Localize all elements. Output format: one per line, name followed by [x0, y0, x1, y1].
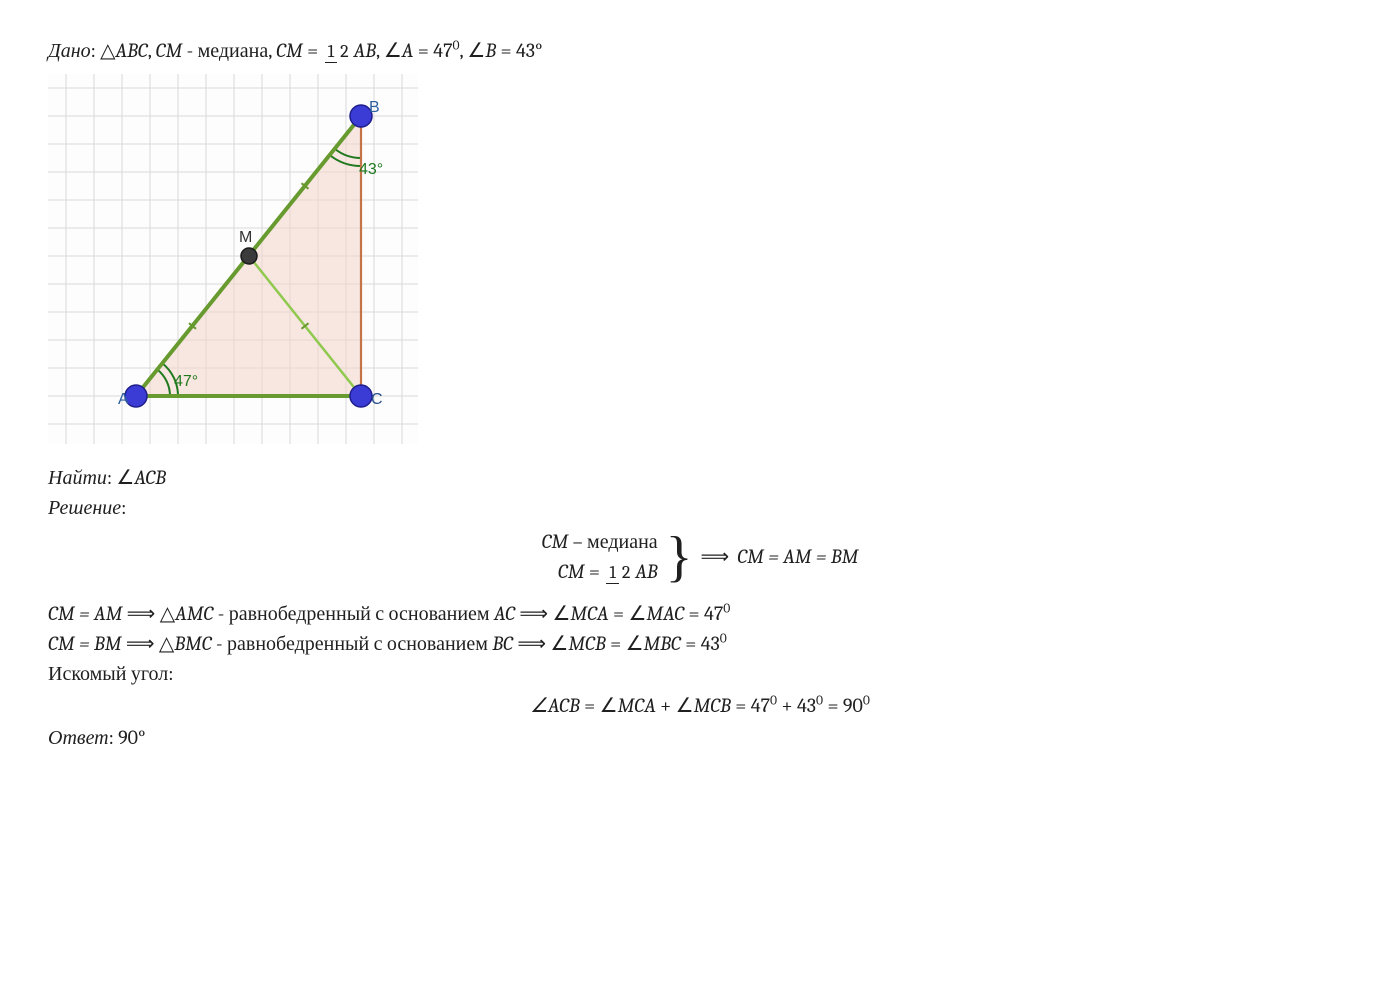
sought-angle-label: Искомый угол:	[48, 659, 1352, 689]
find-line: Найти: ∠ACB	[48, 463, 1352, 493]
answer-line: Ответ: 90°	[48, 723, 1352, 753]
figure: 47° 43° A B C M	[48, 74, 418, 453]
derivation-block: CM – медиана CM = 12AB } ⟹ CM = AM = BM	[48, 527, 1352, 587]
solution-label: Решение	[48, 496, 121, 519]
implies-arrow: ⟹	[701, 542, 730, 572]
svg-text:47°: 47°	[174, 373, 198, 390]
given-tri: ABC	[116, 39, 148, 62]
right-brace: }	[666, 529, 693, 585]
final-equation: ∠ACB = ∠MCA + ∠MCB = 470 + 430 = 900	[48, 691, 1352, 721]
svg-text:B: B	[369, 99, 380, 116]
triangle-diagram: 47° 43° A B C M	[48, 74, 418, 444]
svg-text:M: M	[239, 229, 252, 246]
step-1: CM = AM ⟹ △AMC - равнобедренный с основа…	[48, 599, 1352, 629]
solution-label-line: Решение:	[48, 493, 1352, 523]
svg-text:A: A	[118, 391, 129, 408]
svg-text:C: C	[371, 391, 383, 408]
svg-text:43°: 43°	[359, 161, 383, 178]
derivation-result: CM = AM = BM	[737, 542, 858, 572]
given-line: Дано: △ABC, CM - медиана, CM = 12AB, ∠A …	[48, 36, 1352, 66]
step-2: CM = BM ⟹ △BMC - равнобедренный с основа…	[48, 629, 1352, 659]
find-label: Найти	[48, 466, 107, 489]
derivation-left: CM – медиана CM = 12AB	[542, 527, 658, 587]
given-text1: : △	[91, 39, 116, 62]
given-label: Дано	[48, 39, 91, 62]
answer-label: Ответ	[48, 726, 109, 749]
